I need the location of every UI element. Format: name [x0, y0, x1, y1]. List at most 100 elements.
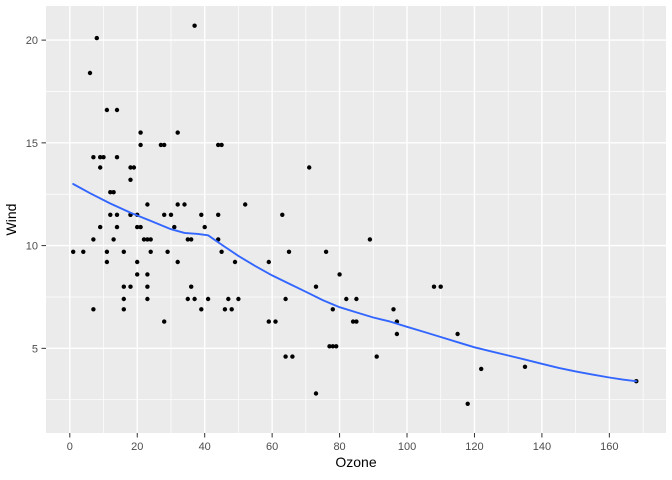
data-point: [286, 249, 292, 254]
x-tick-label: 0: [67, 441, 73, 453]
data-point: [104, 107, 110, 113]
data-point: [114, 212, 120, 217]
data-point: [121, 284, 127, 289]
data-point: [283, 354, 288, 359]
data-point: [145, 284, 150, 289]
data-point: [135, 224, 140, 230]
data-point: [465, 401, 470, 406]
data-point: [243, 202, 248, 207]
grid-minor: [46, 6, 666, 433]
data-point: [232, 259, 238, 265]
data-point: [344, 296, 349, 302]
data-point: [313, 391, 319, 396]
y-axis-title: Wind: [3, 204, 19, 236]
data-point: [283, 296, 288, 302]
data-point: [236, 296, 241, 302]
data-point: [111, 237, 116, 242]
data-point: [216, 142, 221, 148]
data-point: [145, 272, 150, 277]
data-point: [104, 259, 110, 265]
data-point: [327, 344, 332, 349]
axis-tick-marks: [41, 39, 610, 438]
data-point: [128, 165, 133, 170]
data-point: [162, 212, 167, 217]
data-points: [71, 23, 639, 406]
data-point: [313, 284, 319, 289]
data-point: [114, 155, 120, 160]
data-point: [108, 212, 113, 217]
data-point: [354, 319, 359, 324]
data-point: [189, 284, 194, 289]
data-point: [192, 296, 197, 302]
y-tick-label: 15: [26, 138, 38, 150]
y-tick-label: 5: [32, 343, 38, 355]
data-point: [330, 307, 335, 312]
data-point: [148, 237, 153, 242]
data-point: [202, 224, 207, 230]
data-point: [138, 130, 143, 135]
data-point: [330, 344, 335, 349]
data-point: [138, 142, 143, 148]
y-tick-labels: 5 10 15 20: [26, 35, 38, 355]
data-point: [391, 307, 396, 312]
data-point: [131, 165, 137, 170]
y-tick-label: 20: [26, 35, 38, 47]
data-point: [135, 259, 140, 265]
data-point: [189, 237, 194, 242]
data-point: [98, 224, 103, 230]
data-point: [128, 284, 133, 289]
data-point: [337, 272, 342, 277]
data-point: [87, 70, 93, 76]
x-tick-label: 60: [266, 441, 278, 453]
data-point: [350, 319, 356, 324]
panel-background: [46, 6, 666, 433]
x-tick-label: 80: [333, 441, 345, 453]
x-tick-label: 120: [465, 441, 483, 453]
data-point: [229, 307, 234, 312]
data-point: [121, 249, 127, 254]
data-point: [175, 259, 180, 265]
data-point: [280, 212, 285, 217]
data-point: [367, 237, 373, 242]
data-point: [199, 212, 204, 217]
data-point: [145, 296, 150, 302]
data-point: [162, 319, 167, 324]
y-tick-label: 10: [26, 241, 38, 253]
x-tick-label: 160: [600, 441, 618, 453]
data-point: [479, 366, 484, 372]
data-point: [108, 190, 113, 195]
data-point: [165, 249, 170, 254]
data-point: [266, 319, 271, 324]
data-point: [219, 249, 224, 254]
data-point: [121, 307, 127, 312]
data-point: [81, 249, 86, 254]
data-point: [182, 202, 187, 207]
data-point: [158, 142, 164, 148]
data-point: [175, 130, 180, 135]
data-point: [199, 307, 204, 312]
data-point: [91, 307, 96, 312]
x-tick-label: 140: [533, 441, 551, 453]
data-point: [98, 165, 103, 170]
data-point: [222, 307, 228, 312]
data-point: [91, 155, 96, 160]
data-point: [219, 142, 224, 148]
data-point: [226, 296, 231, 302]
data-point: [168, 212, 174, 217]
data-point: [323, 249, 329, 254]
data-point: [111, 190, 116, 195]
data-point: [205, 296, 211, 302]
x-axis-title: Ozone: [335, 454, 376, 470]
data-point: [91, 237, 96, 242]
x-tick-label: 40: [199, 441, 211, 453]
data-point: [121, 296, 127, 302]
data-point: [141, 237, 147, 242]
data-point: [114, 107, 120, 113]
data-point: [455, 331, 460, 337]
data-point: [162, 142, 167, 148]
data-point: [104, 249, 110, 254]
data-point: [266, 259, 271, 265]
data-point: [175, 202, 180, 207]
